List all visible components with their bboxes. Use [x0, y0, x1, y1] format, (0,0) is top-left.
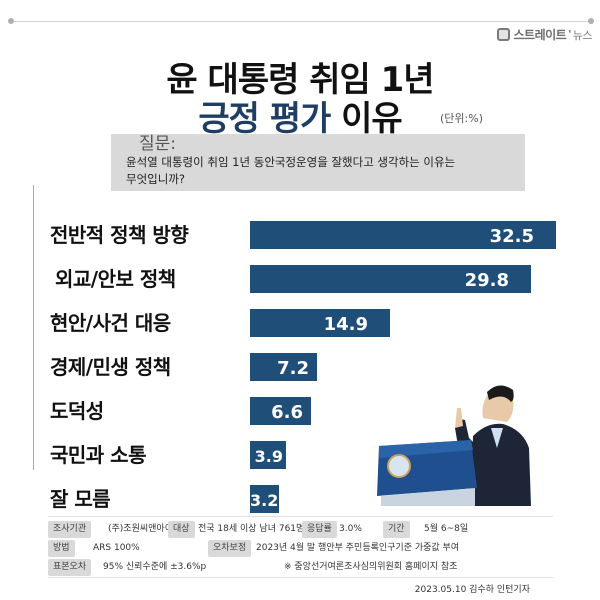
survey-info-row-2: 방법 ARS 100% 오차보정 2023년 4월 말 행안부 주민등록인구기준… [48, 540, 552, 557]
brand-accent: ' [568, 29, 571, 40]
question-text-1: 윤석열 대통령이 취임 1년 동안국정운영을 잘했다고 생각하는 이유는 [126, 155, 456, 169]
chart-row: 도덕성 6.6 [0, 397, 600, 425]
page-title-line1: 윤 대통령 취임 1년 [166, 60, 434, 100]
category-label: 도덕성 [50, 399, 104, 423]
bar: 7.2 [250, 353, 317, 381]
bar: 14.9 [250, 309, 390, 337]
bar: 6.6 [250, 397, 311, 425]
president-podium-photo [377, 385, 531, 506]
response-value: 3.0% [339, 524, 362, 534]
bar: 32.5 [250, 221, 556, 249]
question-box: 질문: 윤석열 대통령이 취임 1년 동안국정운영을 잘했다고 생각하는 이유는… [111, 134, 525, 191]
byline: 2023.05.10 김수하 인턴기자 [414, 585, 530, 595]
chart-row: 잘 모름 3.2 [0, 485, 600, 513]
chart-row: 현안/사건 대응 14.9 [0, 309, 600, 337]
category-label: 국민과 소통 [50, 443, 146, 467]
category-label: 현안/사건 대응 [50, 311, 171, 335]
org-tag: 조사기관 [48, 521, 92, 538]
footer-top-divider [48, 516, 553, 517]
bar: 3.9 [250, 441, 286, 469]
period-tag: 기간 [383, 521, 410, 538]
target-tag: 대상 [168, 521, 195, 538]
org-value: (주)조원씨앤아이 [108, 524, 173, 534]
category-label: 전반적 정책 방향 [50, 223, 189, 247]
period-value: 5월 6~8일 [424, 524, 469, 534]
target-value: 전국 18세 이상 남녀 761명 [198, 524, 305, 534]
question-label: 질문: [139, 134, 177, 154]
chart-row: 외교/안보 정책 29.8 [0, 265, 600, 293]
bar: 3.2 [250, 485, 279, 513]
brand-sub: 뉴스 [572, 28, 593, 42]
category-label: 잘 모름 [50, 487, 111, 511]
question-text-2: 무엇입니까? [126, 172, 186, 186]
footer-bottom-divider [48, 577, 553, 578]
category-label: 외교/안보 정책 [55, 267, 176, 291]
chart-row: 전반적 정책 방향 32.5 [0, 221, 600, 249]
chart-row: 경제/민생 정책 7.2 [0, 353, 600, 381]
weight-value: 2023년 4월 말 행안부 주민등록인구기준 가중값 부여 [256, 543, 460, 553]
survey-info-row-3: 표본오차 95% 신뢰수준에 ±3.6%p ※ 중앙선거여론조사심의위원회 홈페… [48, 559, 552, 576]
divider-dot-right [588, 18, 594, 24]
response-tag: 응답률 [302, 521, 337, 538]
source-note: ※ 중앙선거여론조사심의위원회 홈페이지 참조 [284, 562, 458, 572]
category-label: 경제/민생 정책 [50, 355, 171, 379]
brand-name: 스트레이트 [513, 28, 567, 42]
title-highlight: 긍정 평가 [198, 99, 331, 139]
error-tag: 표본오차 [48, 559, 92, 576]
divider-dot-left [8, 18, 14, 24]
brand-logo: 스트레이트 ' 뉴스 [497, 26, 593, 43]
method-value: ARS 100% [93, 543, 140, 553]
brand-logo-icon [497, 28, 511, 41]
survey-info-row-1: 조사기관 (주)조원씨앤아이 대상 전국 18세 이상 남녀 761명 응답률 … [48, 521, 552, 538]
page-title-line2: 긍정 평가 이유 [0, 91, 600, 140]
weight-tag: 오차보정 [208, 540, 252, 557]
bar: 29.8 [250, 265, 531, 293]
top-divider [10, 21, 592, 22]
chart-axis-line [33, 185, 34, 470]
error-value: 95% 신뢰수준에 ±3.6%p [103, 562, 207, 572]
chart-row: 국민과 소통 3.9 [0, 441, 600, 469]
method-tag: 방법 [48, 540, 75, 557]
title-rest: 이유 [330, 99, 403, 139]
unit-label: (단위:%) [440, 112, 483, 125]
